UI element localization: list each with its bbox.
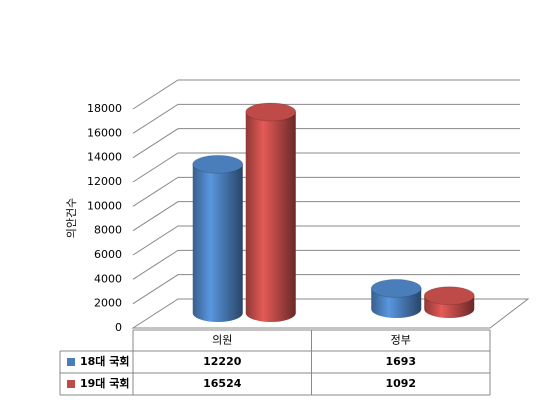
- grid-line: [132, 103, 520, 134]
- grid-line: [132, 274, 520, 305]
- bar-top: [370, 278, 422, 298]
- legend-label: 19대 국회: [80, 376, 130, 390]
- y-tick-label: 6000: [94, 248, 122, 261]
- y-tick-label: 8000: [94, 224, 122, 237]
- y-tick-label: 12000: [87, 175, 122, 188]
- bar: [192, 164, 243, 322]
- grid-line: [132, 225, 520, 256]
- legend-swatch: [67, 380, 75, 388]
- y-tick-label: 2000: [94, 297, 122, 310]
- table-value: 1092: [385, 377, 416, 390]
- grid-line: [132, 201, 520, 232]
- bar: [245, 111, 296, 322]
- y-tick-label: 4000: [94, 272, 122, 285]
- grid-line: [132, 152, 520, 183]
- legend-swatch: [67, 358, 75, 366]
- legend-label: 18대 국회: [80, 354, 130, 368]
- bar-top: [192, 154, 244, 174]
- floor: [131, 298, 530, 329]
- bar-top: [423, 286, 475, 306]
- table-value: 12220: [203, 355, 242, 368]
- grid-line: [132, 128, 520, 159]
- bar-top: [245, 102, 297, 122]
- y-tick-label: 0: [115, 321, 122, 334]
- y-tick-label: 16000: [87, 126, 122, 139]
- table-value: 16524: [203, 377, 242, 390]
- y-tick-label: 10000: [87, 199, 122, 212]
- grid-line: [132, 249, 520, 280]
- y-tick-label: 18000: [87, 102, 122, 115]
- grid-line: [132, 79, 520, 110]
- y-axis-title: 의안건수: [65, 198, 78, 238]
- y-tick-label: 14000: [87, 151, 122, 164]
- table-value: 1693: [385, 355, 416, 368]
- category-label: 정부: [391, 334, 411, 347]
- grid-line: [132, 176, 520, 207]
- category-label: 의원: [212, 334, 232, 347]
